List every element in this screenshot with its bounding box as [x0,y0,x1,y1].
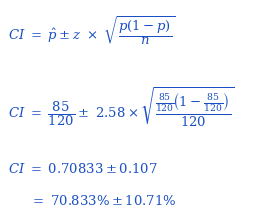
Text: $\mathit{CI}\ =\ 0.70833 \pm 0.107$: $\mathit{CI}\ =\ 0.70833 \pm 0.107$ [8,162,158,176]
Text: $\mathit{CI}\ =\ \dfrac{85}{120} \pm\ 2.58 \times \sqrt{\dfrac{\frac{85}{120}\!\: $\mathit{CI}\ =\ \dfrac{85}{120} \pm\ 2.… [8,85,234,129]
Text: $=\ 70.833\% \pm 10.71\%$: $=\ 70.833\% \pm 10.71\%$ [30,194,177,208]
Text: $\mathit{CI}\ =\ \hat{p} \pm \mathit{z}\ \times\ \sqrt{\dfrac{p(1-p)}{n}}$: $\mathit{CI}\ =\ \hat{p} \pm \mathit{z}\… [8,15,175,48]
